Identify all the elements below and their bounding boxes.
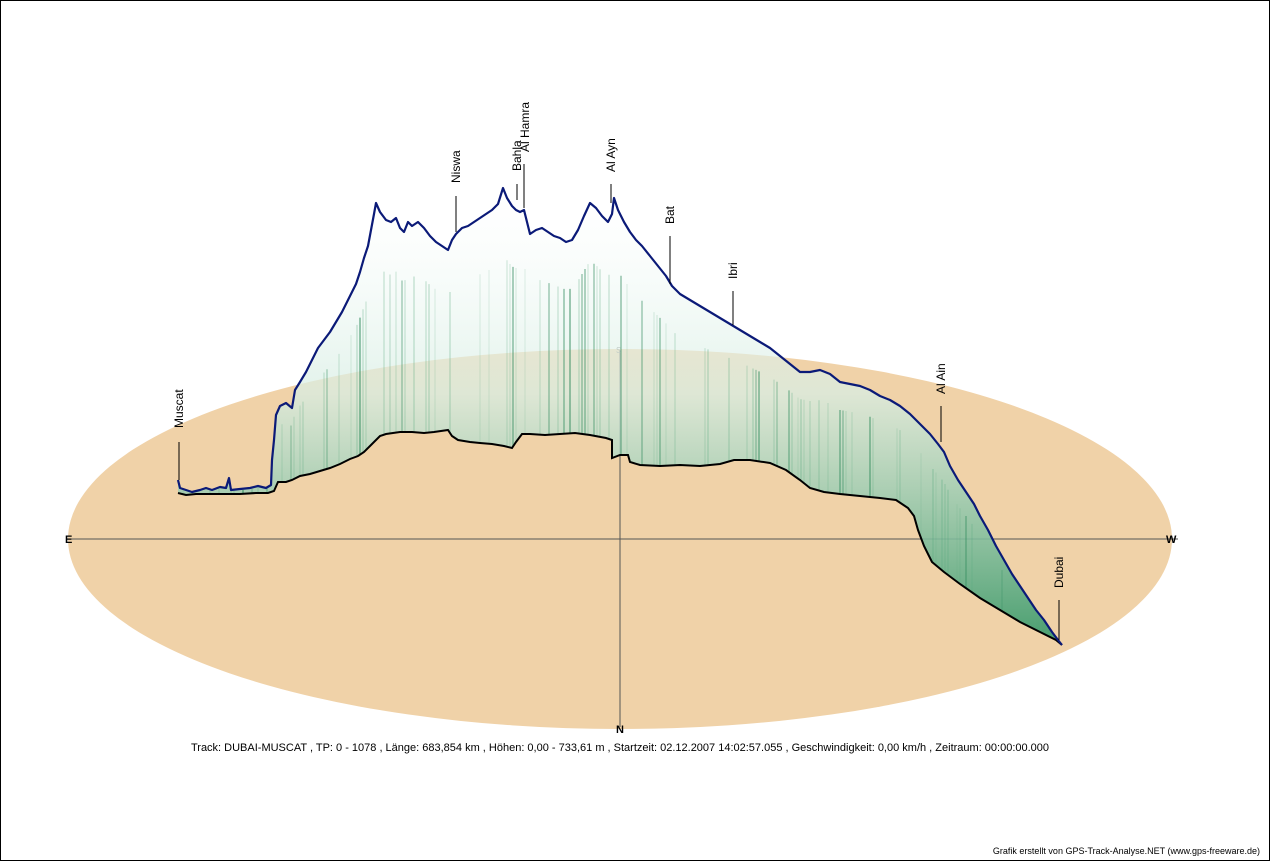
place-marker-muscat: Muscat [172, 389, 186, 480]
place-marker-al-hamra: Al Hamra [518, 102, 532, 208]
place-label-bahla: Bahla [510, 140, 524, 171]
compass-east: E [65, 534, 72, 546]
credit-line: Grafik erstellt von GPS-Track-Analyse.NE… [992, 846, 1260, 856]
elevation-profile-line [176, 186, 1063, 646]
compass-north: N [616, 724, 624, 736]
place-marker-bat: Bat [663, 205, 677, 284]
place-label-muscat: Muscat [172, 389, 186, 428]
elevation-curtain [178, 188, 1062, 645]
place-label-bat: Bat [663, 205, 677, 224]
place-label-niswa: Niswa [449, 150, 463, 183]
place-marker-niswa: Niswa [449, 150, 463, 232]
track-info-line: Track: DUBAI-MUSCAT , TP: 0 - 1078 , Län… [190, 742, 1050, 754]
place-label-al-hamra: Al Hamra [518, 102, 532, 152]
place-label-al-ain: Al Ain [934, 363, 948, 394]
place-marker-al-ain: Al Ain [934, 363, 948, 442]
place-label-ibri: Ibri [726, 262, 740, 279]
ground-track-line [177, 428, 1063, 646]
place-label-al-ayn: Al Ayn [604, 138, 618, 172]
place-marker-ibri: Ibri [726, 262, 740, 325]
place-marker-al-ayn: Al Ayn [604, 138, 618, 203]
place-marker-bahla: Bahla [510, 140, 524, 200]
place-label-dubai: Dubai [1052, 557, 1066, 588]
place-marker-dubai: Dubai [1052, 557, 1066, 640]
compass-west: W [1166, 534, 1177, 546]
place-markers: Muscat Niswa Bahla Al Hamra Al Ayn Bat I… [172, 102, 1066, 640]
